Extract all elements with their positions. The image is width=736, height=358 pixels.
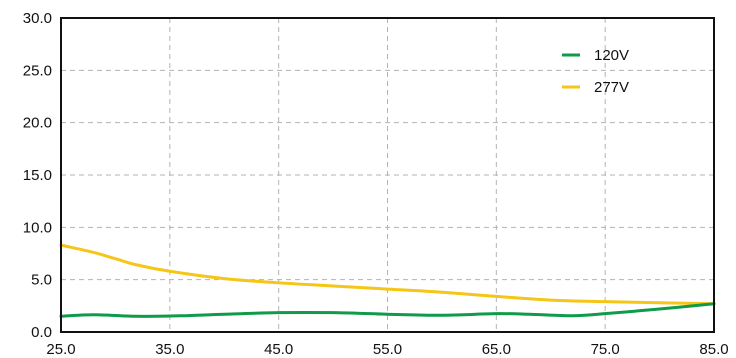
- y-tick-label: 10.0: [23, 219, 52, 236]
- legend-label-277v: 277V: [594, 79, 629, 96]
- x-tick-label: 45.0: [264, 341, 293, 358]
- y-tick-label: 15.0: [23, 167, 52, 184]
- y-tick-label: 20.0: [23, 115, 52, 132]
- y-tick-label: 30.0: [23, 10, 52, 27]
- grid-lines: [61, 18, 714, 332]
- x-tick-label: 55.0: [373, 341, 402, 358]
- legend: 120V 277V: [562, 47, 629, 96]
- x-tick-label: 85.0: [699, 341, 728, 358]
- x-tick-label: 65.0: [482, 341, 511, 358]
- series-layer: [59, 243, 716, 318]
- x-tick-label: 75.0: [591, 341, 620, 358]
- y-axis-ticks: 0.0 5.0 10.0 15.0 20.0 25.0 30.0: [23, 10, 52, 341]
- y-tick-label: 25.0: [23, 62, 52, 79]
- x-tick-label: 35.0: [155, 341, 184, 358]
- y-tick-label: 0.0: [31, 324, 52, 341]
- x-tick-label: 25.0: [46, 341, 75, 358]
- y-tick-label: 5.0: [31, 272, 52, 289]
- legend-label-120v: 120V: [594, 47, 629, 64]
- x-axis-ticks: 25.0 35.0 45.0 55.0 65.0 75.0 85.0: [46, 341, 728, 358]
- plot-frame: [60, 17, 715, 333]
- series-line-277v: [59, 243, 716, 306]
- series-line-120v: [59, 302, 716, 318]
